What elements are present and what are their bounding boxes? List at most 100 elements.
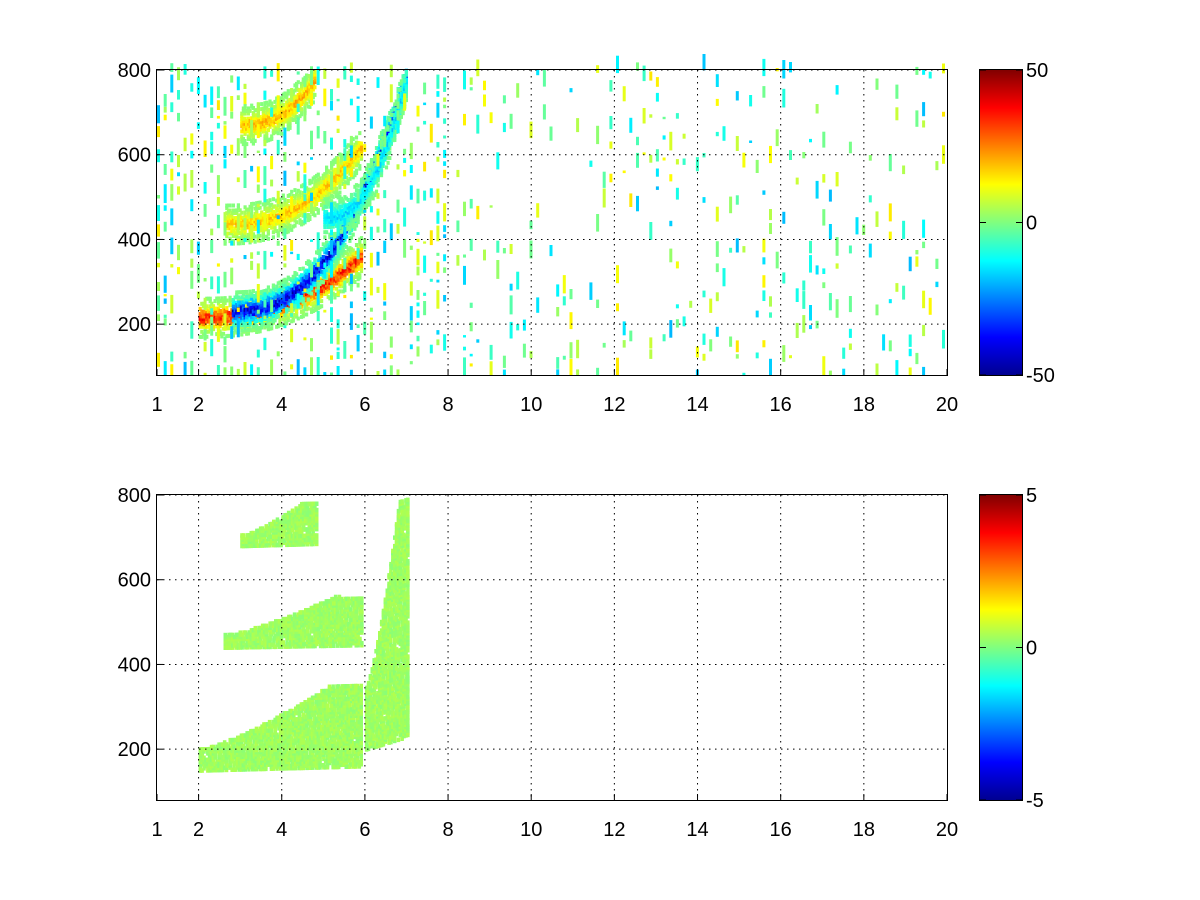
top-noise-cell bbox=[296, 359, 300, 375]
top-cell bbox=[246, 322, 250, 327]
top-noise-cell bbox=[356, 282, 360, 288]
top-noise-cell bbox=[596, 214, 600, 232]
top-cell bbox=[300, 288, 304, 293]
top-cell bbox=[305, 206, 309, 211]
top-cell bbox=[295, 99, 299, 104]
top-cell bbox=[226, 333, 231, 338]
top-cell bbox=[250, 314, 254, 319]
top-cell bbox=[296, 98, 300, 102]
top-cell bbox=[326, 197, 330, 202]
top-cell bbox=[404, 70, 408, 75]
top-noise-cell bbox=[802, 152, 806, 159]
top-cell bbox=[313, 85, 317, 90]
top-cell bbox=[273, 287, 277, 292]
top-cell bbox=[313, 265, 317, 269]
top-cell bbox=[386, 135, 390, 140]
top-cell bbox=[230, 313, 234, 318]
bottom-cell bbox=[237, 752, 242, 757]
top-cell bbox=[273, 222, 277, 227]
top-cell bbox=[359, 264, 364, 268]
top-cell bbox=[280, 323, 284, 328]
top-cell bbox=[336, 177, 340, 182]
top-noise-cell bbox=[443, 118, 447, 124]
top-cell bbox=[281, 105, 285, 110]
top-cell bbox=[256, 329, 260, 334]
top-noise-cell bbox=[562, 355, 566, 360]
top-cell bbox=[404, 94, 408, 99]
top-cell bbox=[233, 310, 237, 315]
top-cell bbox=[250, 103, 254, 108]
top-cell bbox=[296, 286, 300, 291]
top-noise-cell bbox=[310, 192, 313, 201]
top-cell bbox=[296, 206, 300, 211]
top-cell bbox=[341, 211, 345, 216]
top-cell bbox=[336, 179, 340, 184]
top-noise-cell bbox=[263, 66, 267, 79]
top-cell bbox=[315, 268, 319, 273]
top-cell bbox=[293, 195, 297, 200]
top-cell bbox=[235, 231, 239, 236]
top-cell bbox=[349, 198, 354, 202]
top-cell bbox=[265, 123, 269, 128]
top-cell bbox=[245, 126, 249, 131]
top-cell bbox=[238, 318, 242, 323]
top-noise-cell bbox=[735, 354, 739, 359]
top-cell bbox=[241, 111, 245, 116]
top-cell bbox=[230, 303, 234, 308]
top-noise-cell bbox=[416, 346, 420, 357]
top-cell bbox=[218, 329, 222, 334]
top-noise-cell bbox=[190, 360, 194, 375]
top-cell bbox=[270, 202, 274, 207]
top-cell bbox=[305, 261, 309, 265]
top-cell bbox=[278, 295, 282, 300]
top-cell bbox=[273, 105, 277, 109]
top-cell bbox=[220, 309, 224, 313]
top-noise-cell bbox=[895, 84, 899, 99]
top-cell bbox=[356, 156, 360, 161]
top-cell bbox=[291, 102, 295, 107]
bottom-cell bbox=[277, 734, 281, 739]
top-cell bbox=[320, 185, 324, 190]
top-cell bbox=[288, 294, 292, 299]
top-cell bbox=[371, 178, 375, 183]
top-cell bbox=[278, 99, 282, 104]
top-cell bbox=[331, 217, 335, 221]
top-cell bbox=[243, 320, 247, 325]
top-noise-cell bbox=[190, 150, 194, 159]
top-cell bbox=[339, 212, 344, 216]
top-cell bbox=[399, 99, 403, 104]
top-cell bbox=[230, 216, 234, 221]
top-cell bbox=[241, 129, 245, 134]
top-noise-cell bbox=[223, 367, 227, 375]
top-cell bbox=[371, 183, 375, 188]
top-noise-cell bbox=[888, 299, 892, 304]
top-cell bbox=[231, 323, 235, 328]
top-cell bbox=[349, 192, 354, 197]
top-noise-cell bbox=[675, 304, 679, 309]
top-cell bbox=[271, 283, 275, 288]
top-cell bbox=[238, 320, 242, 325]
top-cell bbox=[235, 236, 239, 241]
top-cell bbox=[228, 295, 232, 300]
bottom-cell bbox=[207, 763, 212, 769]
top-cell bbox=[283, 285, 287, 290]
top-cell bbox=[341, 271, 345, 276]
bottom-cell bbox=[239, 758, 244, 764]
top-noise-cell bbox=[922, 241, 926, 249]
top-cell bbox=[240, 290, 244, 295]
top-cell bbox=[231, 310, 235, 315]
top-cell bbox=[255, 214, 259, 218]
top-cell bbox=[371, 165, 375, 170]
top-cell bbox=[295, 81, 299, 86]
top-noise-cell bbox=[928, 297, 932, 315]
top-cell bbox=[338, 225, 342, 230]
top-cell bbox=[326, 212, 330, 217]
top-noise-cell bbox=[782, 211, 786, 224]
top-cell bbox=[235, 218, 239, 223]
top-cell bbox=[268, 302, 272, 307]
top-cell bbox=[308, 181, 312, 186]
top-cell bbox=[233, 323, 237, 328]
top-cell bbox=[376, 147, 380, 151]
top-noise-cell bbox=[675, 113, 679, 119]
top-cell bbox=[371, 196, 375, 201]
